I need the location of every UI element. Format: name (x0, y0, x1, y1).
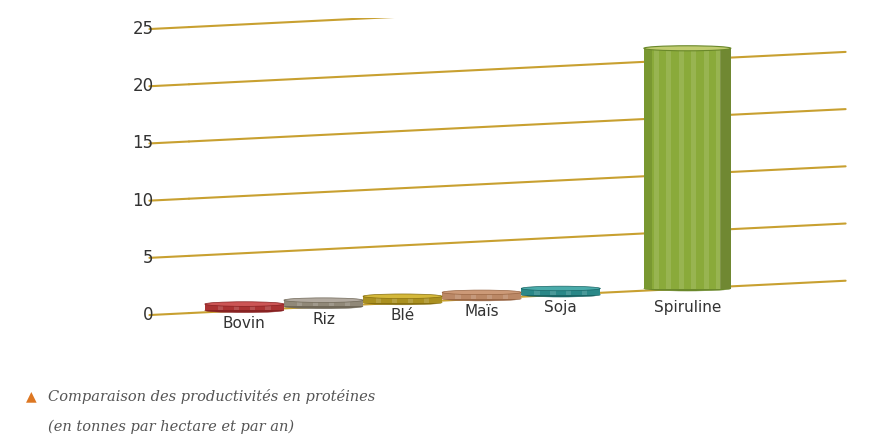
Polygon shape (716, 48, 720, 289)
Text: 10: 10 (132, 192, 153, 209)
Text: Soja: Soja (543, 301, 577, 315)
Ellipse shape (205, 302, 284, 306)
Polygon shape (407, 296, 413, 303)
Polygon shape (423, 296, 428, 303)
Polygon shape (442, 292, 521, 299)
Polygon shape (666, 48, 671, 289)
Polygon shape (205, 304, 284, 310)
Polygon shape (534, 289, 539, 295)
Text: 5: 5 (143, 249, 153, 267)
Ellipse shape (284, 298, 363, 302)
Polygon shape (297, 300, 302, 306)
Polygon shape (284, 300, 363, 306)
Text: Maïs: Maïs (464, 304, 499, 319)
Polygon shape (363, 296, 442, 303)
Text: (en tonnes par hectare et par an): (en tonnes par hectare et par an) (48, 420, 294, 434)
Polygon shape (344, 300, 349, 306)
Ellipse shape (643, 286, 730, 291)
Polygon shape (313, 300, 318, 306)
Polygon shape (455, 292, 460, 299)
Ellipse shape (442, 290, 521, 295)
Polygon shape (719, 48, 730, 289)
Polygon shape (486, 292, 492, 299)
Ellipse shape (442, 297, 521, 301)
Polygon shape (521, 289, 600, 295)
Ellipse shape (363, 300, 442, 305)
Polygon shape (376, 296, 381, 303)
Ellipse shape (363, 294, 442, 299)
Text: Riz: Riz (312, 312, 335, 327)
Polygon shape (581, 289, 587, 295)
Polygon shape (644, 48, 730, 289)
Polygon shape (678, 48, 683, 289)
Text: Bovin: Bovin (223, 316, 265, 331)
Text: Comparaison des productivités en protéines: Comparaison des productivités en protéin… (48, 389, 375, 403)
Polygon shape (392, 296, 397, 303)
Ellipse shape (521, 286, 600, 291)
Polygon shape (653, 48, 658, 289)
Polygon shape (265, 304, 270, 310)
Polygon shape (550, 289, 555, 295)
Polygon shape (249, 304, 255, 310)
Polygon shape (502, 292, 507, 299)
Polygon shape (702, 48, 708, 289)
Text: Spiruline: Spiruline (653, 300, 720, 315)
Text: 0: 0 (143, 306, 153, 324)
Text: 25: 25 (132, 20, 153, 38)
Polygon shape (565, 289, 571, 295)
Polygon shape (328, 300, 334, 306)
Polygon shape (690, 48, 695, 289)
Ellipse shape (643, 46, 730, 51)
Polygon shape (234, 304, 239, 310)
Text: 20: 20 (132, 77, 153, 95)
Text: Blé: Blé (390, 308, 414, 323)
Ellipse shape (521, 293, 600, 297)
Polygon shape (471, 292, 476, 299)
Polygon shape (644, 48, 651, 289)
Text: ▲: ▲ (26, 389, 37, 403)
Text: 15: 15 (132, 135, 153, 152)
Ellipse shape (205, 308, 284, 313)
Ellipse shape (284, 304, 363, 309)
Polygon shape (218, 304, 223, 310)
